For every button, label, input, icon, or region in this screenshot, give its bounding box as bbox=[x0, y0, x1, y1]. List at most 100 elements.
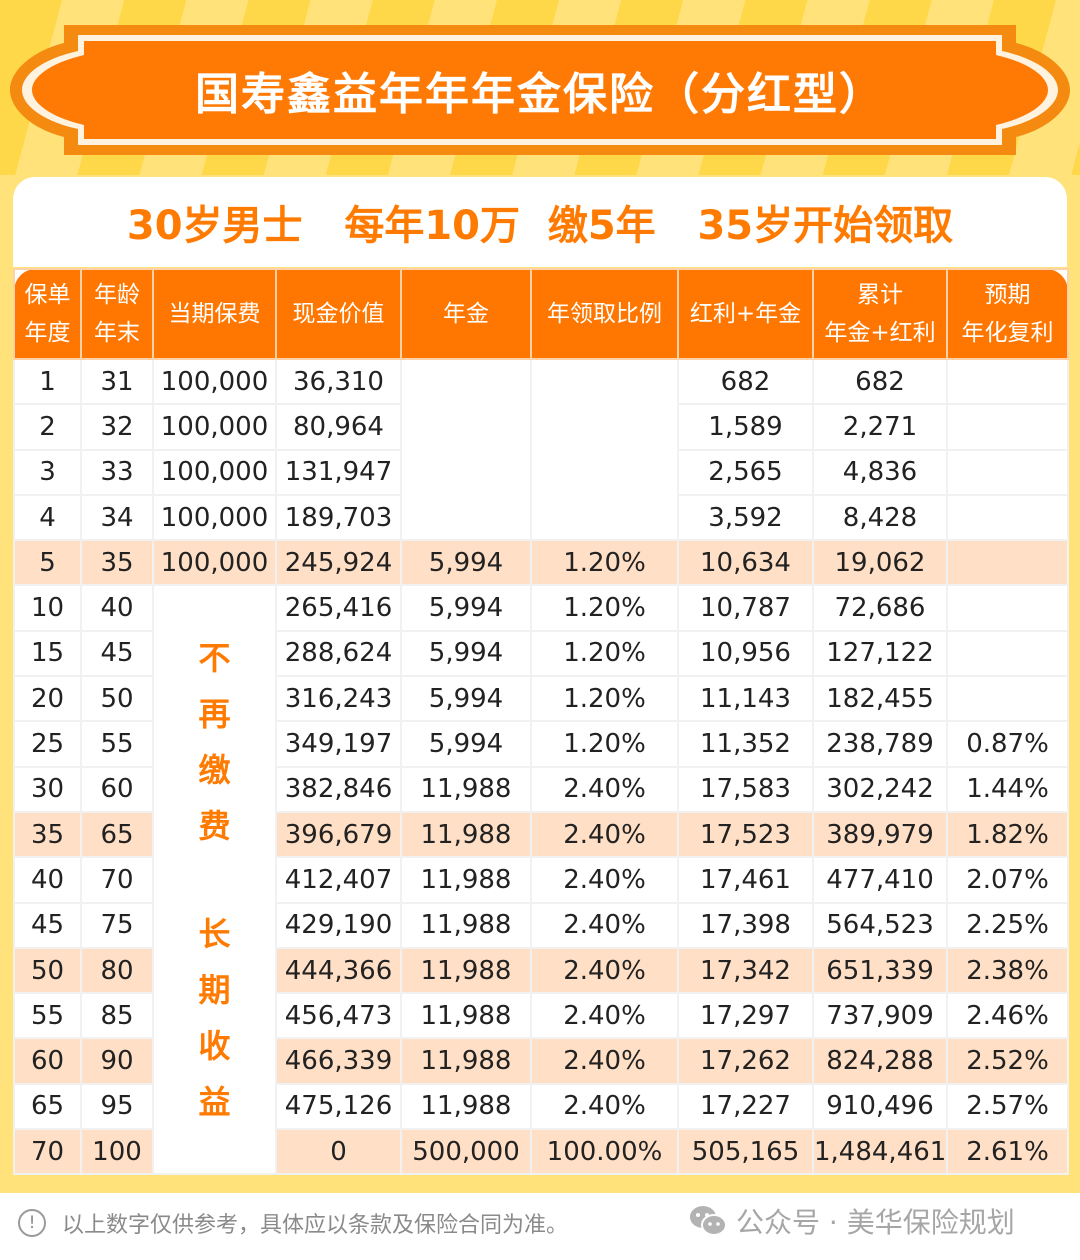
cell-age: 31 bbox=[80, 357, 154, 406]
table-row: 3 33 100,000 131,947 2,565 4,836 bbox=[13, 448, 1069, 496]
note-char: 期 bbox=[198, 970, 231, 1009]
cell-year: 45 bbox=[13, 901, 82, 949]
cell-annuity: 11,988 bbox=[400, 856, 532, 904]
table-row: 70 100 0 500,000 100.00% 505,165 1,484,461 2.61… bbox=[13, 1128, 1069, 1176]
note-char: 长 bbox=[198, 914, 231, 953]
cell-ratio: 2.40% bbox=[530, 1037, 679, 1085]
cell-irr: 2.38% bbox=[946, 946, 1069, 995]
cell-div-annuity: 10,787 bbox=[677, 584, 814, 632]
cell-year: 2 bbox=[13, 403, 82, 451]
subtitle-text: 30岁男士 每年10万 缴5年 35岁开始领取 bbox=[126, 203, 954, 249]
cell-div-annuity: 10,634 bbox=[677, 539, 814, 587]
cell-ratio: 2.40% bbox=[530, 1082, 679, 1131]
cell-irr bbox=[946, 539, 1069, 587]
cell-cash-value: 475,126 bbox=[275, 1082, 402, 1131]
cell-cash-value: 412,407 bbox=[275, 856, 402, 904]
cell-ratio: 1.20% bbox=[530, 675, 679, 723]
table-row: 65 95 475,126 11,988 2.40% 17,227 910,496 2.57% bbox=[13, 1082, 1069, 1131]
cell-irr bbox=[946, 403, 1069, 451]
cell-premium: 100,000 bbox=[152, 493, 277, 542]
cell-cumulative: 737,909 bbox=[812, 992, 948, 1040]
cell-annuity: 11,988 bbox=[400, 765, 532, 813]
page-title: 国寿鑫益年年年金保险（分红型） bbox=[195, 69, 885, 120]
cell-div-annuity: 682 bbox=[677, 357, 814, 406]
cell-cumulative: 910,496 bbox=[812, 1082, 948, 1131]
premium-merged-note: 不再缴费长期收益 bbox=[152, 584, 277, 1176]
cell-div-annuity: 17,583 bbox=[677, 765, 814, 813]
cell-cumulative: 302,242 bbox=[812, 765, 948, 813]
cell-cash-value: 349,197 bbox=[275, 720, 402, 768]
cell-annuity: 5,994 bbox=[400, 675, 532, 723]
cell-annuity: 11,988 bbox=[400, 810, 532, 859]
cell-irr: 2.61% bbox=[946, 1128, 1069, 1176]
cell-age: 95 bbox=[80, 1082, 154, 1131]
benefit-table: 保单 年度 年龄 年末 当期保费 现金价值 年金 年领取比例 红利+年金 累计 年金+… bbox=[13, 268, 1069, 1176]
brand-text: 公众号 · 美华保险规划 bbox=[736, 1206, 1015, 1239]
cell-premium: 100,000 bbox=[152, 448, 277, 496]
cell-cash-value: 444,366 bbox=[275, 946, 402, 995]
table-row: 35 65 396,679 11,988 2.40% 17,523 389,979 1.82% bbox=[13, 810, 1069, 859]
cell-year: 1 bbox=[13, 357, 82, 406]
cell-ratio: 2.40% bbox=[530, 765, 679, 813]
cell-year: 3 bbox=[13, 448, 82, 496]
header-annuity: 年金 bbox=[400, 268, 532, 360]
cell-year: 25 bbox=[13, 720, 82, 768]
cell-cumulative: 72,686 bbox=[812, 584, 948, 632]
cell-cash-value: 456,473 bbox=[275, 992, 402, 1040]
cell-year: 10 bbox=[13, 584, 82, 632]
cell-age: 80 bbox=[80, 946, 154, 995]
cell-cumulative: 19,062 bbox=[812, 539, 948, 587]
cell-irr: 2.07% bbox=[946, 856, 1069, 904]
cell-cumulative: 2,271 bbox=[812, 403, 948, 451]
cell-irr bbox=[946, 357, 1069, 406]
cell-age: 100 bbox=[80, 1128, 154, 1176]
table-row: 60 90 466,339 11,988 2.40% 17,262 824,288 2.52% bbox=[13, 1037, 1069, 1085]
table-row: 10 40 不再缴费长期收益 265,416 5,994 1.20% 10,787 72,68… bbox=[13, 584, 1069, 1176]
header-annual-ratio: 年领取比例 bbox=[530, 268, 679, 360]
table-row: 5 35 100,000 245,924 5,994 1.20% 10,634 19,062 bbox=[13, 539, 1069, 587]
empty-merged-cell bbox=[530, 357, 679, 542]
wechat-icon bbox=[688, 1204, 728, 1238]
brand-watermark: 公众号 · 美华保险规划 bbox=[688, 1201, 1015, 1241]
note-char: 不 bbox=[198, 638, 231, 677]
cell-div-annuity: 17,262 bbox=[677, 1037, 814, 1085]
cell-div-annuity: 2,565 bbox=[677, 448, 814, 496]
cell-cumulative: 127,122 bbox=[812, 629, 948, 678]
footer: ! 以上数字仅供参考，具体应以条款及保险合同为准。 公众号 · 美华保险规划 bbox=[0, 1193, 1080, 1260]
cell-cash-value: 382,846 bbox=[275, 765, 402, 813]
cell-irr bbox=[946, 493, 1069, 542]
cell-age: 40 bbox=[80, 584, 154, 632]
cell-age: 55 bbox=[80, 720, 154, 768]
cell-cumulative: 564,523 bbox=[812, 901, 948, 949]
vertical-note: 不再缴费长期收益 bbox=[154, 630, 275, 1130]
table-row: 25 55 349,197 5,994 1.20% 11,352 238,789 0.87% bbox=[13, 720, 1069, 768]
cell-age: 32 bbox=[80, 403, 154, 451]
cell-age: 50 bbox=[80, 675, 154, 723]
table-row: 2 32 100,000 80,964 1,589 2,271 bbox=[13, 403, 1069, 451]
cell-year: 5 bbox=[13, 539, 82, 587]
note-char: 再 bbox=[198, 694, 231, 733]
cell-cumulative: 182,455 bbox=[812, 675, 948, 723]
cell-div-annuity: 17,398 bbox=[677, 901, 814, 949]
cell-cumulative: 824,288 bbox=[812, 1037, 948, 1085]
cell-cumulative: 682 bbox=[812, 357, 948, 406]
cell-cash-value: 288,624 bbox=[275, 629, 402, 678]
cell-cumulative: 8,428 bbox=[812, 493, 948, 542]
cell-cash-value: 245,924 bbox=[275, 539, 402, 587]
empty-merged-cell bbox=[400, 357, 532, 542]
cell-premium: 100,000 bbox=[152, 403, 277, 451]
cell-div-annuity: 17,227 bbox=[677, 1082, 814, 1131]
note-char: 费 bbox=[198, 806, 231, 845]
cell-annuity: 5,994 bbox=[400, 539, 532, 587]
table-row: 50 80 444,366 11,988 2.40% 17,342 651,339 2.38% bbox=[13, 946, 1069, 995]
cell-ratio: 100.00% bbox=[530, 1128, 679, 1176]
note-char: 益 bbox=[198, 1082, 231, 1121]
cell-cumulative: 477,410 bbox=[812, 856, 948, 904]
cell-cumulative: 4,836 bbox=[812, 448, 948, 496]
cell-cash-value: 466,339 bbox=[275, 1037, 402, 1085]
cell-annuity: 500,000 bbox=[400, 1128, 532, 1176]
cell-year: 15 bbox=[13, 629, 82, 678]
cell-ratio: 2.40% bbox=[530, 810, 679, 859]
cell-age: 34 bbox=[80, 493, 154, 542]
cell-div-annuity: 17,342 bbox=[677, 946, 814, 995]
